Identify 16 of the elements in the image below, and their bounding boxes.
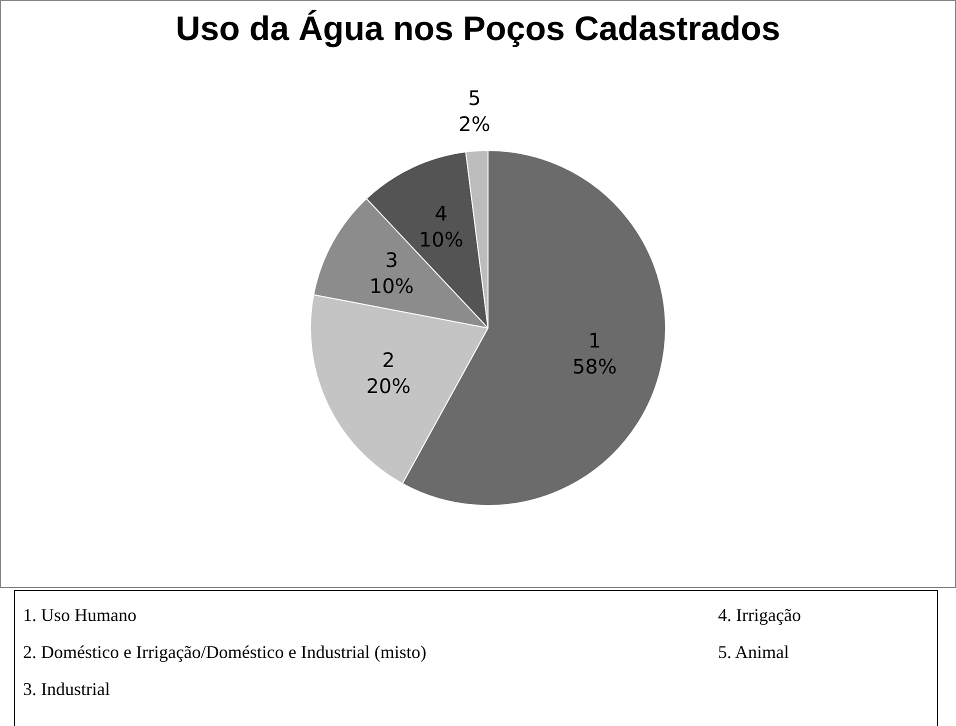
- slice-label: 5: [468, 86, 481, 110]
- slice-label: 3: [385, 248, 398, 272]
- text: 4. Irrigação: [718, 605, 802, 626]
- data-label: 2%: [458, 112, 490, 136]
- text: 3. Industrial: [23, 679, 111, 700]
- text: 2. Doméstico e Irrigação/Doméstico e Industrial (misto): [23, 642, 428, 663]
- data-label: 58%: [572, 354, 617, 379]
- data-label: 10%: [418, 228, 464, 252]
- slice-label: 1: [588, 328, 601, 353]
- data-label: 10%: [369, 274, 414, 298]
- slice-label: 4: [434, 202, 448, 226]
- chart-title: Uso da Água nos Poços Cadastrados: [174, 10, 782, 49]
- slice-label: 2: [382, 348, 395, 372]
- text: 1. Uso Humano: [23, 605, 138, 626]
- text: 5. Animal: [718, 642, 790, 663]
- data-label: 20%: [366, 374, 411, 398]
